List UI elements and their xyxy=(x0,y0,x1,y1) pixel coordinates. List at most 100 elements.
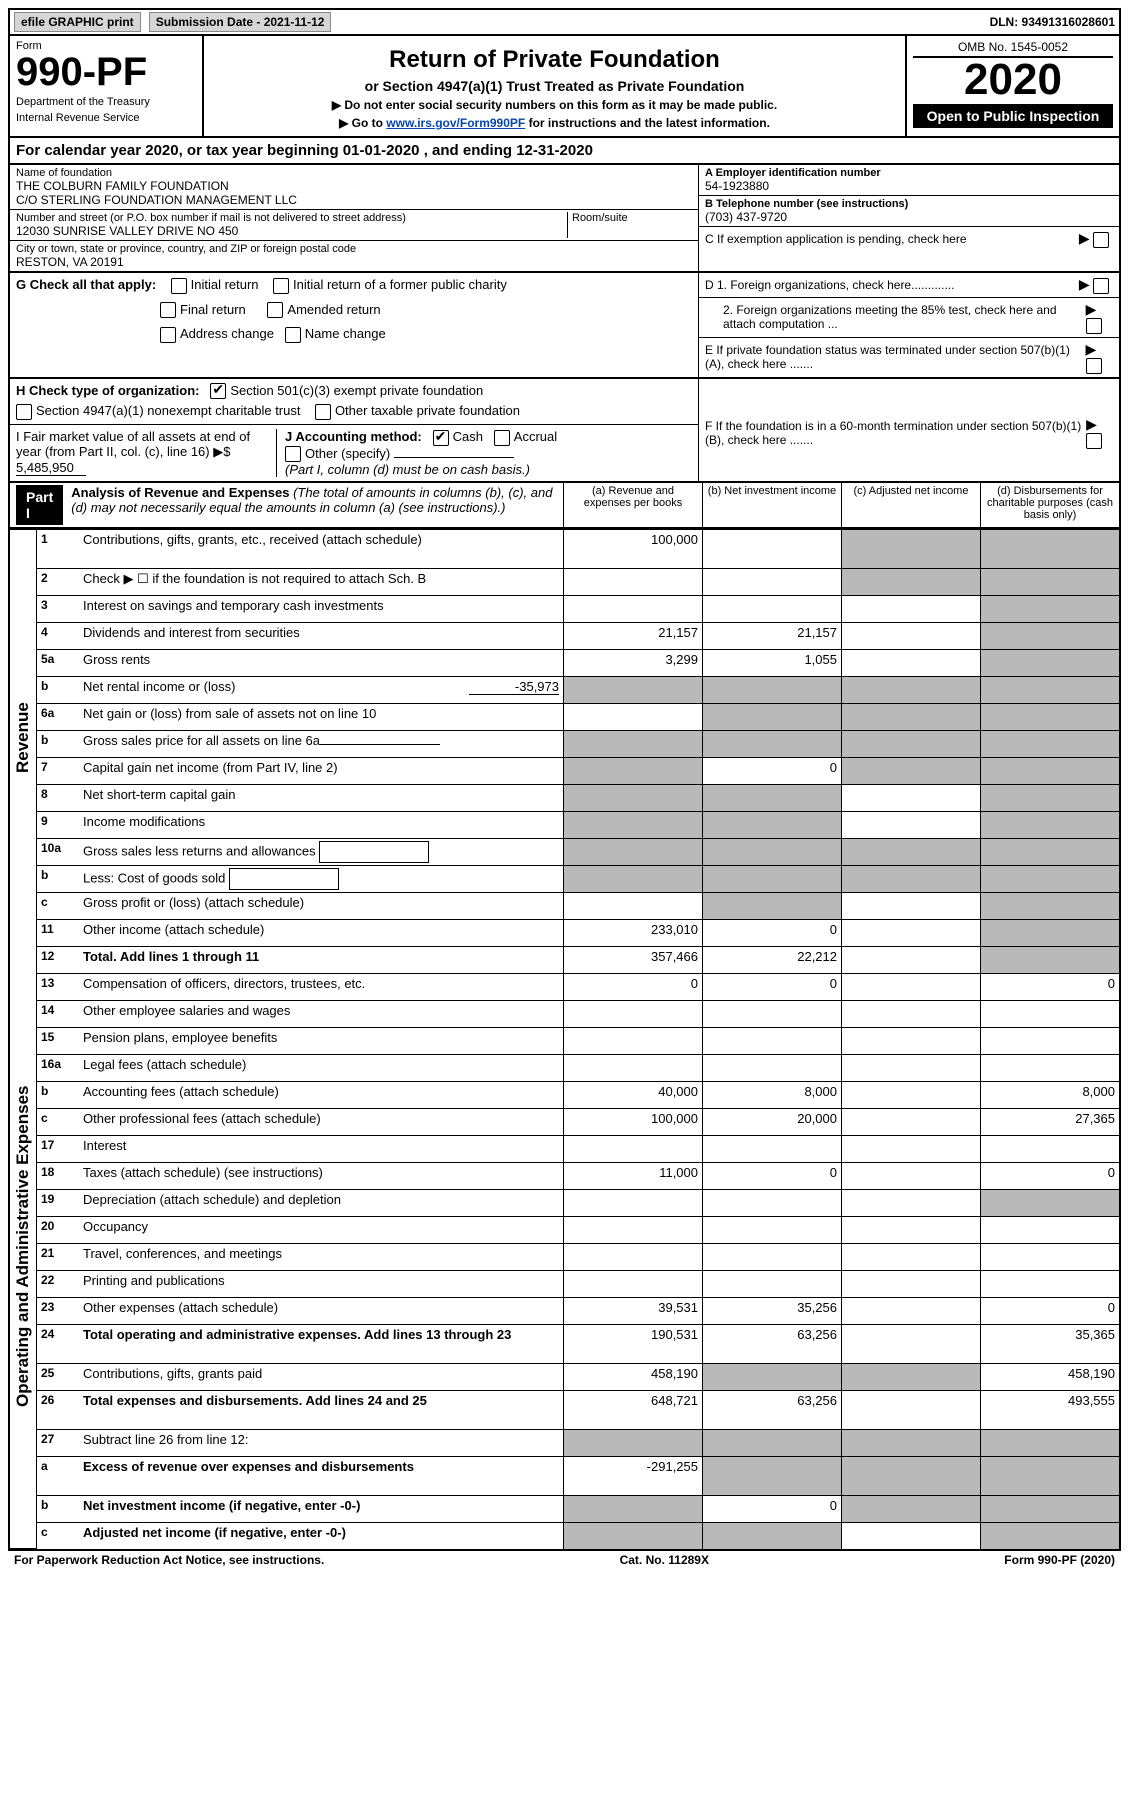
cell-col-a: 39,531 xyxy=(563,1298,702,1324)
cell-col-d xyxy=(980,812,1119,838)
cell-col-a xyxy=(563,839,702,865)
table-row: 10aGross sales less returns and allowanc… xyxy=(37,839,1119,866)
cell-col-b xyxy=(702,1244,841,1270)
j-cash-checkbox[interactable] xyxy=(433,430,449,446)
cell-col-b: 0 xyxy=(702,974,841,1000)
g-amended-checkbox[interactable] xyxy=(267,302,283,318)
note-goto-post: for instructions and the latest informat… xyxy=(529,116,770,130)
cell-col-c xyxy=(841,1055,980,1081)
inline-amount-box[interactable] xyxy=(319,841,429,863)
line-label: Other income (attach schedule) xyxy=(79,920,563,946)
table-row: 15Pension plans, employee benefits xyxy=(37,1028,1119,1055)
cell-col-a xyxy=(563,1028,702,1054)
cell-col-b xyxy=(702,1364,841,1390)
h-4947-checkbox[interactable] xyxy=(16,404,32,420)
d1-checkbox[interactable] xyxy=(1093,278,1109,294)
table-row: cAdjusted net income (if negative, enter… xyxy=(37,1523,1119,1549)
table-row: 6aNet gain or (loss) from sale of assets… xyxy=(37,704,1119,731)
h-other-checkbox[interactable] xyxy=(315,404,331,420)
table-row: 25Contributions, gifts, grants paid458,1… xyxy=(37,1364,1119,1391)
cell-col-c xyxy=(841,623,980,649)
g-final-label: Final return xyxy=(180,302,246,317)
cell-col-d xyxy=(980,569,1119,595)
g-initial-former-label: Initial return of a former public charit… xyxy=(293,277,507,292)
table-row: 12Total. Add lines 1 through 11357,46622… xyxy=(37,947,1119,974)
cell-col-c xyxy=(841,1298,980,1324)
cell-col-d xyxy=(980,677,1119,703)
d2-checkbox[interactable] xyxy=(1086,318,1102,334)
table-row: 1Contributions, gifts, grants, etc., rec… xyxy=(37,530,1119,569)
e-checkbox[interactable] xyxy=(1086,358,1102,374)
line-number: 4 xyxy=(37,623,79,649)
cell-col-c xyxy=(841,1457,980,1495)
c-checkbox[interactable] xyxy=(1093,232,1109,248)
g-initial-checkbox[interactable] xyxy=(171,278,187,294)
cell-col-c xyxy=(841,596,980,622)
cell-col-d xyxy=(980,1457,1119,1495)
f-checkbox[interactable] xyxy=(1086,433,1102,449)
table-row: 8Net short-term capital gain xyxy=(37,785,1119,812)
line-label: Net gain or (loss) from sale of assets n… xyxy=(79,704,563,730)
cell-col-a xyxy=(563,1496,702,1522)
cell-col-a xyxy=(563,704,702,730)
underline-input[interactable] xyxy=(320,744,440,745)
cell-col-b xyxy=(702,677,841,703)
cell-col-a: 233,010 xyxy=(563,920,702,946)
efile-print-button[interactable]: efile GRAPHIC print xyxy=(14,12,141,32)
line-number: 11 xyxy=(37,920,79,946)
line-label: Depreciation (attach schedule) and deple… xyxy=(79,1190,563,1216)
line-number: 22 xyxy=(37,1271,79,1297)
cell-col-d: 8,000 xyxy=(980,1082,1119,1108)
line-number: 9 xyxy=(37,812,79,838)
line-number: 12 xyxy=(37,947,79,973)
inline-amount-box[interactable] xyxy=(229,868,339,890)
cell-col-c xyxy=(841,1391,980,1429)
cell-col-c xyxy=(841,1109,980,1135)
cell-col-b xyxy=(702,731,841,757)
cell-col-c xyxy=(841,1496,980,1522)
g-final-checkbox[interactable] xyxy=(160,302,176,318)
j-accrual-checkbox[interactable] xyxy=(494,430,510,446)
g-initial-former-checkbox[interactable] xyxy=(273,278,289,294)
line-label: Subtract line 26 from line 12: xyxy=(79,1430,563,1456)
line-label: Gross sales less returns and allowances xyxy=(79,839,563,865)
form-subtitle: or Section 4947(a)(1) Trust Treated as P… xyxy=(214,78,895,94)
calendar-year-row: For calendar year 2020, or tax year begi… xyxy=(8,138,1121,165)
line-label: Gross profit or (loss) (attach schedule) xyxy=(79,893,563,919)
g-name-checkbox[interactable] xyxy=(285,327,301,343)
cell-col-a: 458,190 xyxy=(563,1364,702,1390)
cell-col-d xyxy=(980,704,1119,730)
cell-col-b xyxy=(702,1028,841,1054)
h-501c3-checkbox[interactable] xyxy=(210,383,226,399)
arrow-icon: ▶ xyxy=(1086,301,1097,317)
cell-col-d xyxy=(980,785,1119,811)
cell-col-a: 0 xyxy=(563,974,702,1000)
cell-col-d: 458,190 xyxy=(980,1364,1119,1390)
cell-col-c xyxy=(841,947,980,973)
cell-col-b xyxy=(702,1457,841,1495)
cell-col-a xyxy=(563,758,702,784)
cell-col-c xyxy=(841,974,980,1000)
cell-col-c xyxy=(841,677,980,703)
form990pf-link[interactable]: www.irs.gov/Form990PF xyxy=(386,116,525,130)
line-label: Taxes (attach schedule) (see instruction… xyxy=(79,1163,563,1189)
cell-col-d: 493,555 xyxy=(980,1391,1119,1429)
h-other-label: Other taxable private foundation xyxy=(335,403,520,418)
cell-col-c xyxy=(841,1244,980,1270)
cell-col-c xyxy=(841,1430,980,1456)
cell-col-b xyxy=(702,1523,841,1549)
line-label: Net investment income (if negative, ente… xyxy=(79,1496,563,1522)
table-row: 26Total expenses and disbursements. Add … xyxy=(37,1391,1119,1430)
table-row: 27Subtract line 26 from line 12: xyxy=(37,1430,1119,1457)
cell-col-a: 100,000 xyxy=(563,1109,702,1135)
j-other-checkbox[interactable] xyxy=(285,446,301,462)
g-address-checkbox[interactable] xyxy=(160,327,176,343)
j-other-input[interactable] xyxy=(394,457,514,458)
g-label: G Check all that apply: xyxy=(16,277,156,292)
footer-right: Form 990-PF (2020) xyxy=(1004,1553,1115,1567)
footer-mid: Cat. No. 11289X xyxy=(620,1553,709,1567)
dept-treasury: Department of the Treasury xyxy=(16,96,196,108)
cell-col-b xyxy=(702,704,841,730)
cell-col-b xyxy=(702,596,841,622)
line-number: 7 xyxy=(37,758,79,784)
